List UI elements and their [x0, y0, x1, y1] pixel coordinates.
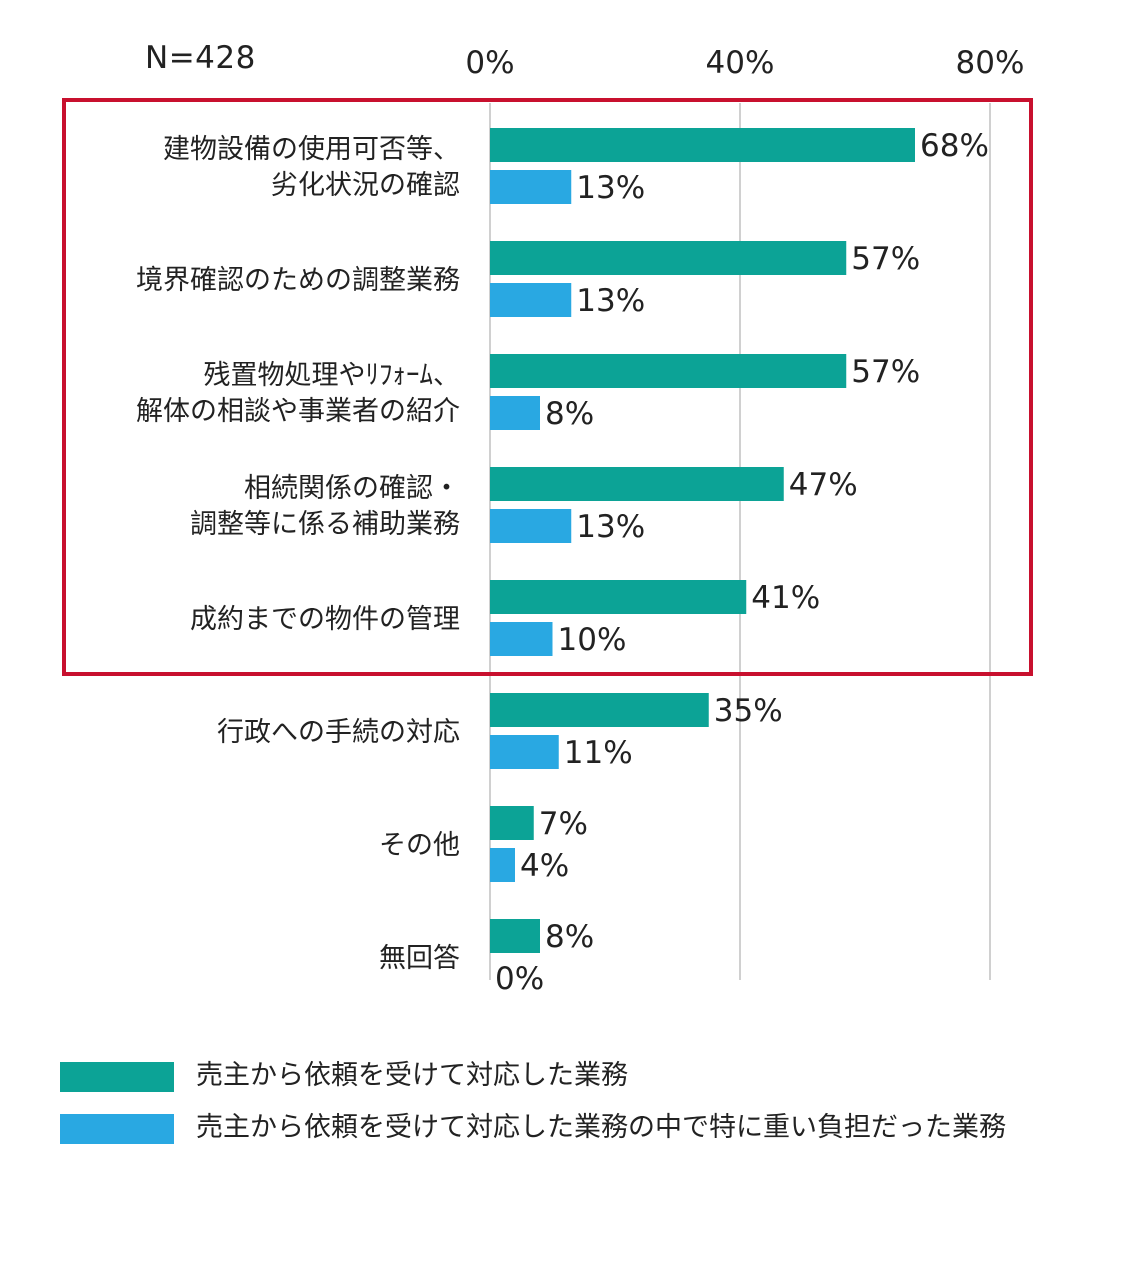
x-tick-label-2: 80%	[956, 45, 1025, 81]
category-label-6-line-0: その他	[379, 830, 460, 861]
bar-series-1-cat-3	[490, 467, 784, 501]
category-label-3-line-0: 相続関係の確認・	[244, 473, 460, 504]
bar-series-2-cat-2	[490, 396, 540, 430]
data-label-series-2-cat-3: 13%	[576, 509, 645, 545]
legend-swatch-series-2	[60, 1114, 174, 1144]
data-label-series-1-cat-3: 47%	[789, 467, 858, 503]
category-label-0-line-1: 劣化状況の確認	[271, 170, 460, 201]
legend-label-series-2: 売主から依頼を受けて対応した業務の中で特に重い負担だった業務	[196, 1112, 1006, 1143]
legend-label-series-1: 売主から依頼を受けて対応した業務	[196, 1060, 628, 1091]
data-label-series-2-cat-7: 0%	[495, 961, 544, 997]
data-label-series-1-cat-1: 57%	[851, 241, 920, 277]
category-label-5-line-0: 行政への手続の対応	[217, 717, 460, 748]
data-label-series-1-cat-4: 41%	[751, 580, 820, 616]
category-label-7-line-0: 無回答	[379, 943, 460, 974]
data-label-series-1-cat-0: 68%	[920, 128, 989, 164]
x-tick-label-0: 0%	[465, 45, 514, 81]
category-label-2-line-1: 解体の相談や事業者の紹介	[136, 396, 460, 427]
data-label-series-2-cat-4: 10%	[558, 622, 627, 658]
x-tick-label-1: 40%	[706, 45, 775, 81]
bar-series-2-cat-3	[490, 509, 572, 543]
legend-swatch-series-1	[60, 1062, 174, 1092]
data-label-series-2-cat-0: 13%	[576, 170, 645, 206]
category-label-3-line-1: 調整等に係る補助業務	[190, 509, 460, 540]
data-label-series-1-cat-7: 8%	[545, 919, 594, 955]
bar-series-1-cat-1	[490, 241, 847, 275]
bar-series-2-cat-5	[490, 735, 559, 769]
bar-series-1-cat-7	[490, 919, 540, 953]
bar-series-2-cat-4	[490, 622, 553, 656]
bar-series-1-cat-0	[490, 128, 915, 162]
bar-series-2-cat-6	[490, 848, 515, 882]
data-label-series-2-cat-2: 8%	[545, 396, 594, 432]
category-label-4-line-0: 成約までの物件の管理	[190, 604, 460, 635]
data-label-series-2-cat-5: 11%	[564, 735, 633, 771]
bar-chart: 0% 40% 80% 68% 13% 建物設備の使用可否等、劣化状況の確認 57% 13% 境界…	[62, 45, 1033, 997]
data-label-series-1-cat-6: 7%	[539, 806, 588, 842]
bar-series-1-cat-5	[490, 693, 709, 727]
bar-series-1-cat-6	[490, 806, 534, 840]
data-label-series-1-cat-5: 35%	[714, 693, 783, 729]
highlight-box	[62, 98, 1033, 676]
category-label-0-line-0: 建物設備の使用可否等、	[163, 134, 460, 165]
bar-series-1-cat-2	[490, 354, 847, 388]
bar-series-1-cat-4	[490, 580, 747, 614]
bar-series-2-cat-1	[490, 283, 572, 317]
category-label-1-line-0: 境界確認のための調整業務	[136, 265, 460, 296]
data-label-series-2-cat-6: 4%	[520, 848, 569, 884]
data-label-series-1-cat-2: 57%	[851, 354, 920, 390]
category-label-2-line-0: 残置物処理やﾘﾌｫｰﾑ、	[204, 360, 461, 391]
sample-size-label: N=428	[145, 40, 256, 76]
data-label-series-2-cat-1: 13%	[576, 283, 645, 319]
bar-series-2-cat-0	[490, 170, 572, 204]
